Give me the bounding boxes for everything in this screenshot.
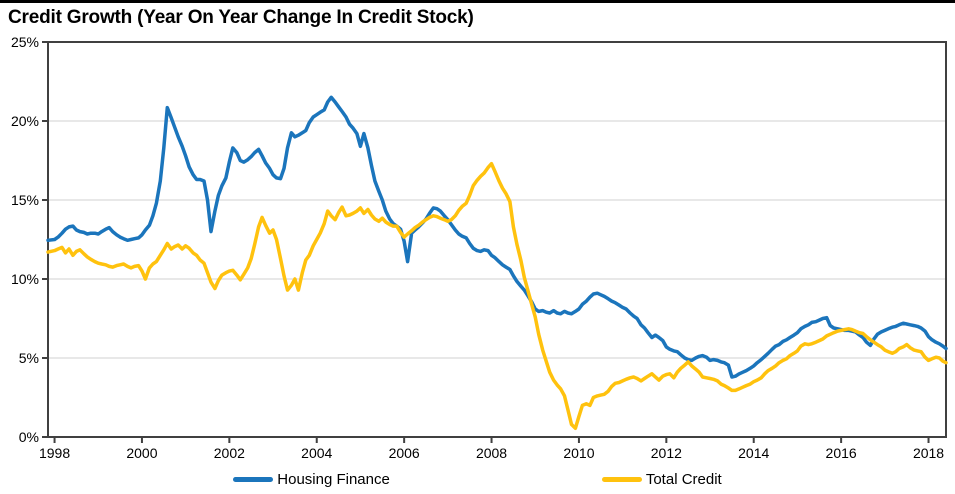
svg-text:2006: 2006 (389, 445, 420, 461)
legend-label-housing-finance: Housing Finance (277, 471, 390, 488)
svg-text:2010: 2010 (563, 445, 594, 461)
svg-text:2018: 2018 (913, 445, 944, 461)
svg-text:2014: 2014 (738, 445, 769, 461)
housing-finance-line-icon (233, 477, 274, 482)
svg-text:15%: 15% (11, 192, 39, 208)
svg-text:2004: 2004 (301, 445, 332, 461)
svg-text:2012: 2012 (651, 445, 682, 461)
legend-label-total-credit: Total Credit (645, 471, 722, 488)
chart-title: Credit Growth (Year On Year Change In Cr… (8, 7, 474, 28)
legend-item-housing-finance: Housing Finance (233, 471, 390, 488)
svg-text:2008: 2008 (476, 445, 507, 461)
svg-text:2002: 2002 (214, 445, 245, 461)
total-credit-line-icon (601, 477, 642, 482)
legend-item-total-credit: Total Credit (601, 471, 722, 488)
svg-text:2016: 2016 (826, 445, 857, 461)
svg-text:20%: 20% (11, 113, 39, 129)
svg-text:1998: 1998 (39, 445, 70, 461)
svg-text:10%: 10% (11, 271, 39, 287)
top-rule (0, 0, 955, 3)
svg-text:0%: 0% (19, 429, 39, 445)
svg-text:25%: 25% (11, 34, 39, 50)
chart-legend: Housing Finance Total Credit (0, 471, 955, 488)
svg-text:2000: 2000 (126, 445, 157, 461)
svg-text:5%: 5% (19, 350, 39, 366)
